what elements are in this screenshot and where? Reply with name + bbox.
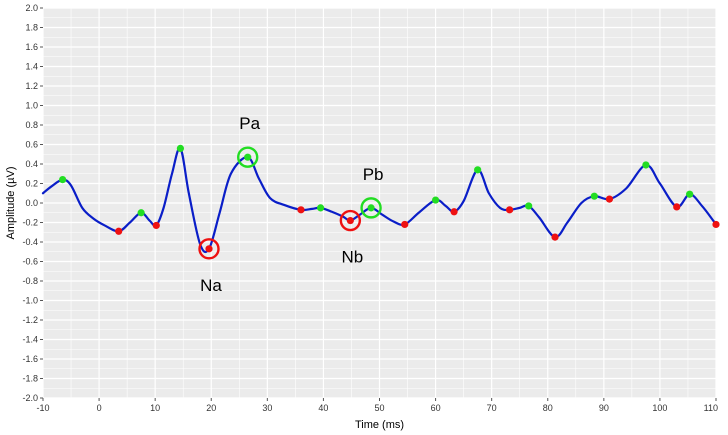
x-tick-label: 40 [318,403,328,413]
annotation-ring-pa [237,146,259,168]
trough-point [205,245,213,253]
y-tick-label: -0.6 [22,257,38,267]
y-tick-label: 1.6 [25,42,38,52]
x-tick-label: 0 [97,403,102,413]
peak-points [59,144,694,217]
y-tick-label: -1.8 [22,374,38,384]
x-tick-label: -10 [36,403,49,413]
peak-point [642,161,650,169]
trough-point [450,208,458,216]
trough-point [346,216,354,225]
annotations: Pa Na Pb Nb [198,114,384,295]
grid-major [42,7,717,399]
x-tick-label: 90 [599,403,609,413]
x-tick-label: 20 [206,403,216,413]
y-axis-ticks: -2.0 -1.8 -1.6 -1.4 -1.2 -1.0 -0.8 -0.6 -0.4 -0.2… [22,3,43,403]
trough-point [115,227,123,235]
trough-point [297,206,305,214]
y-tick-label: 0.8 [25,120,38,130]
peak-point [474,166,482,174]
y-axis-title: Amplitude (µV) [5,167,17,240]
y-tick-label: 0.2 [25,179,38,189]
y-tick-label: -0.4 [22,237,38,247]
annotation-ring-nb [339,209,362,232]
trough-point [605,195,614,203]
y-tick-label: -0.8 [22,276,38,286]
x-tick-label: 60 [431,403,441,413]
y-tick-label: -1.6 [22,354,38,364]
y-tick-label: -1.2 [22,315,38,325]
trough-point [712,220,720,229]
annotation-label-pa: Pa [239,114,260,133]
x-tick-label: 80 [543,403,553,413]
y-tick-label: -1.0 [22,296,38,306]
trough-point [506,206,514,214]
trough-point [152,221,160,230]
y-tick-label: 0.6 [25,140,38,150]
peak-point [431,196,440,204]
peak-point [590,192,598,200]
x-tick-label: 110 [704,403,718,413]
y-tick-label: 1.4 [25,62,38,72]
y-tick-label: 0.4 [25,159,38,169]
x-axis-title: Time (ms) [355,419,404,431]
x-axis-ticks: -10 0 10 20 30 40 50 60 70 80 90 100 110 [36,398,718,413]
y-tick-label: 1.8 [25,23,38,33]
y-tick-label: 0.0 [25,198,38,208]
y-tick-label: 2.0 [25,3,38,13]
annotation-ring-pb [360,197,382,219]
peak-point [176,144,185,152]
peak-point [59,176,67,184]
y-tick-label: 1.0 [25,101,38,111]
x-tick-label: 10 [150,403,160,413]
trough-point [551,233,559,241]
y-tick-label: -0.2 [22,218,38,228]
peak-point [367,204,375,212]
peak-point [686,190,694,198]
trough-point [673,203,681,211]
annotation-label-pb: Pb [363,165,384,184]
series-line [41,147,718,254]
trough-points [115,195,720,253]
x-tick-label: 30 [262,403,272,413]
annotation-label-nb: Nb [341,248,363,267]
peak-point [317,204,325,212]
y-tick-label: 1.2 [25,81,38,91]
annotation-label-na: Na [200,276,222,295]
x-tick-label: 70 [487,403,497,413]
y-tick-label: -2.0 [22,393,38,403]
peak-point [525,202,533,210]
trough-point [401,220,409,229]
annotation-ring-na [198,238,220,260]
peak-point [137,209,145,217]
y-tick-label: -1.4 [22,335,38,345]
x-tick-label: 50 [374,403,384,413]
peak-point [244,153,252,161]
x-tick-label: 100 [652,403,667,413]
